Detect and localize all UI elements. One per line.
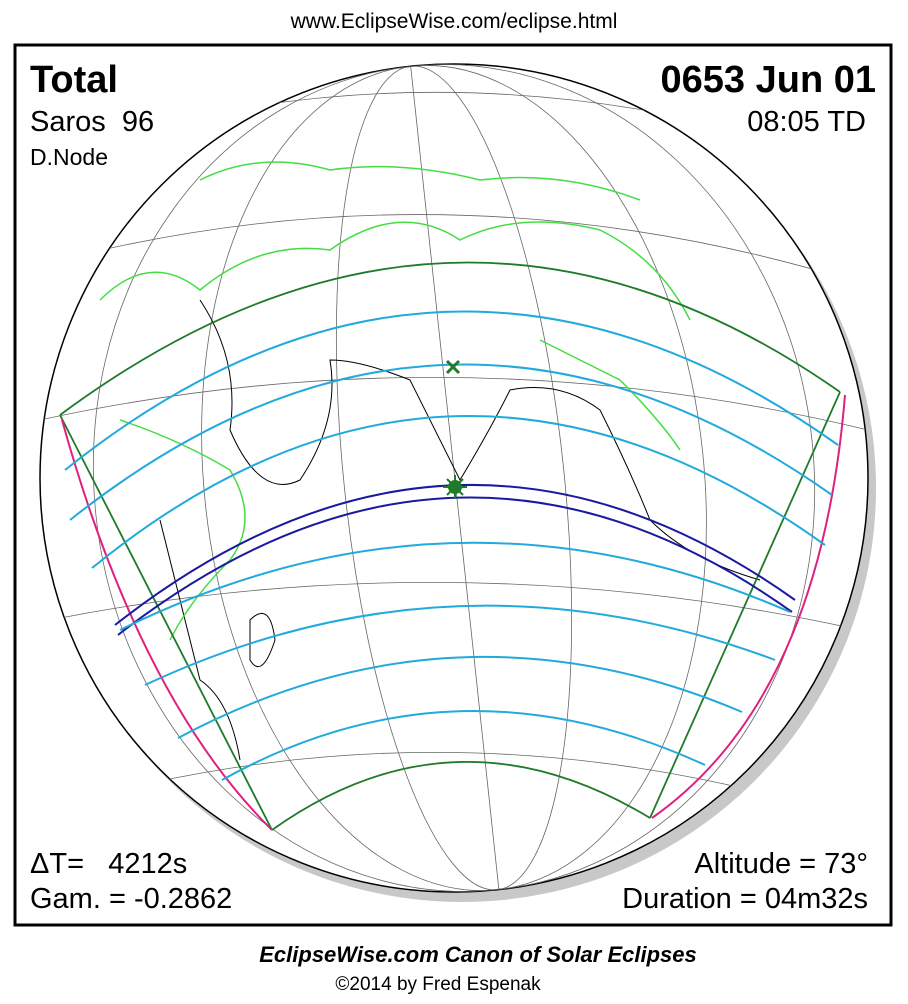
duration: Duration = 04m32s bbox=[622, 883, 868, 915]
header-url: www.EclipseWise.com/eclipse.html bbox=[290, 10, 618, 33]
eclipse-type: Total bbox=[30, 59, 118, 101]
saros: Saros 96 bbox=[30, 106, 154, 138]
altitude: Altitude = 73° bbox=[694, 848, 868, 880]
delta-t: ΔT= 4212s bbox=[30, 848, 187, 880]
coastlines bbox=[99, 161, 761, 761]
time: 08:05 TD bbox=[747, 106, 866, 138]
gamma: Gam. = -0.2862 bbox=[30, 883, 232, 915]
eclipse-path bbox=[59, 261, 846, 831]
eclipse-date: 0653 Jun 01 bbox=[661, 59, 876, 101]
node: D.Node bbox=[30, 144, 108, 170]
footer-title: EclipseWise.com Canon of Solar Eclipses bbox=[259, 942, 697, 967]
footer-copyright: ©2014 by Fred Espenak bbox=[335, 974, 541, 995]
globe bbox=[39, 63, 876, 902]
greatest-duration-marker bbox=[443, 475, 467, 499]
greatest-eclipse-marker bbox=[445, 359, 461, 375]
